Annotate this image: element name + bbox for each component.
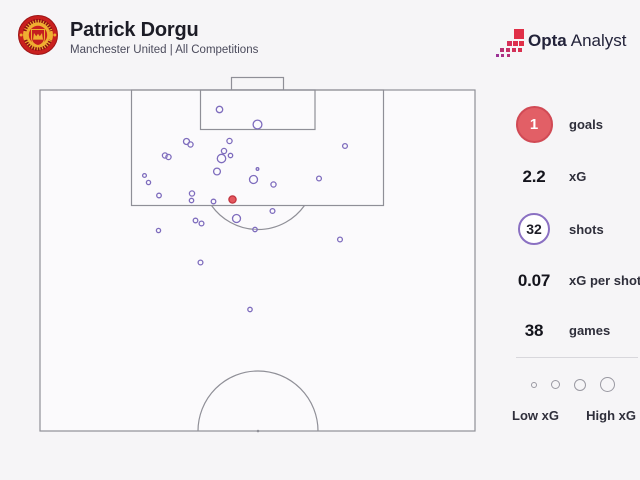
opta-wordmark-bold: Opta	[528, 31, 567, 50]
shot-markers-layer	[141, 105, 349, 313]
shot-marker	[252, 226, 258, 233]
pitch-lines	[39, 76, 476, 433]
shot-marker	[220, 147, 228, 155]
goals-badge: 1	[515, 106, 553, 143]
xg-size-legend	[531, 376, 615, 393]
stat-row-xg-per-shot: 0.07 xG per shot	[505, 270, 640, 291]
club-crest-icon	[18, 15, 58, 55]
opta-logo-square	[500, 48, 504, 52]
opta-logo-icon	[494, 28, 526, 58]
shot-marker	[231, 213, 242, 224]
opta-logo-square	[519, 41, 524, 46]
shot-marker	[227, 152, 234, 159]
games-label: games	[569, 323, 611, 338]
shot-marker	[255, 167, 260, 171]
shots-label: shots	[569, 221, 604, 237]
shot-marker	[269, 207, 276, 215]
opta-wordmark-light: Analyst	[570, 31, 627, 50]
shot-marker	[216, 153, 227, 164]
opta-logo-square	[512, 48, 516, 52]
shot-marker	[270, 181, 277, 188]
shot-marker	[141, 172, 148, 179]
shot-marker	[210, 198, 217, 205]
shot-marker	[145, 179, 152, 186]
opta-logo-square	[513, 41, 518, 46]
shot-marker	[187, 141, 194, 148]
xg-per-shot-value: 0.07	[517, 270, 551, 290]
stat-row-shots: 32 shots	[505, 213, 604, 245]
shot-marker	[341, 142, 349, 150]
opta-logo-square	[514, 29, 524, 39]
shot-marker	[336, 236, 344, 243]
stat-row-games: 38 games	[505, 320, 610, 341]
penalty-arc	[211, 205, 305, 231]
shot-marker	[188, 190, 196, 197]
shot-marker	[252, 119, 263, 130]
legend-size-circle	[574, 378, 586, 391]
legend-high-label: High xG	[586, 408, 636, 423]
shot-marker	[248, 174, 259, 185]
shot-marker	[212, 167, 222, 176]
shot-marker	[155, 227, 162, 234]
goal-frame	[230, 76, 285, 91]
shots-badge: 32	[518, 213, 550, 245]
opta-logo-square	[507, 41, 512, 46]
shot-marker	[226, 137, 233, 145]
opta-logo-square	[501, 54, 504, 57]
xg-label: xG	[569, 169, 587, 184]
page-title: Patrick Dorgu	[70, 19, 199, 41]
page-subtitle: Manchester United | All Competitions	[70, 44, 259, 56]
legend-size-circle	[600, 377, 615, 392]
xg-legend-labels: Low xG High xG	[512, 408, 636, 423]
opta-wordmark: Opta Analyst	[528, 31, 626, 51]
shot-marker	[192, 217, 199, 224]
shot-marker	[198, 220, 205, 227]
goals-label: goals	[569, 117, 603, 132]
opta-logo-square	[518, 48, 522, 52]
games-value: 38	[524, 320, 544, 340]
xg-value: 2.2	[522, 166, 546, 186]
legend-size-circle	[531, 381, 537, 388]
opta-logo-square	[507, 54, 510, 57]
shot-marker	[315, 175, 323, 182]
xg-per-shot-label: xG per shot	[569, 273, 640, 288]
shot-marker	[247, 306, 253, 313]
shot-marker	[156, 192, 162, 199]
opta-logo-square	[506, 48, 510, 52]
pitch-outline	[39, 89, 476, 432]
stat-row-xg: 2.2 xG	[505, 166, 586, 187]
legend-size-circle	[551, 380, 560, 389]
stat-row-goals: 1 goals	[505, 106, 603, 143]
shot-marker	[165, 153, 172, 161]
centre-spot	[256, 429, 260, 433]
shot-marker	[197, 259, 204, 266]
legend-low-label: Low xG	[512, 408, 559, 423]
shot-marker	[215, 105, 224, 114]
goal-marker	[228, 195, 237, 204]
opta-logo-square	[496, 54, 499, 57]
legend-divider	[516, 357, 638, 358]
centre-circle	[197, 370, 319, 432]
shot-marker	[188, 197, 195, 204]
